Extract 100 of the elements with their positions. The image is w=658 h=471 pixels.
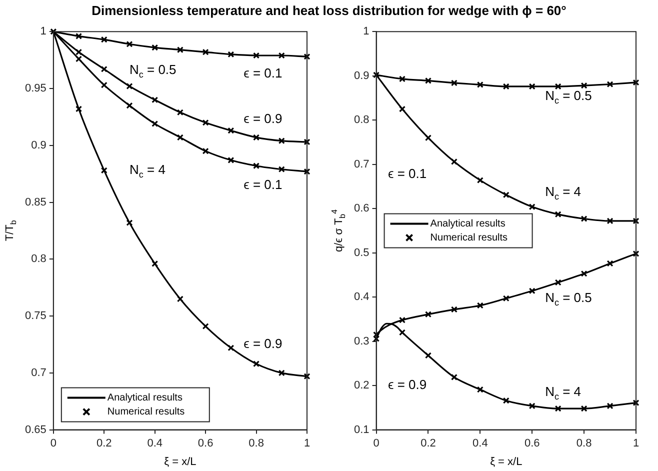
point [228,51,234,58]
point [424,134,432,142]
point [398,329,406,336]
y-tick-label: 0.7 [354,158,370,170]
point [75,32,82,40]
x-tick-label: 1 [632,437,640,450]
point [253,52,260,59]
point [75,106,82,112]
point [476,302,484,309]
point [528,402,536,410]
point [554,83,562,90]
legend-label: Numerical results [430,232,508,244]
point [176,296,184,302]
point [606,80,614,88]
point [476,176,484,184]
point [176,109,184,116]
x-tick-label: 1 [304,437,310,450]
point [580,215,588,222]
point [424,352,432,359]
point [398,76,406,82]
point [424,77,432,84]
point [450,374,458,380]
point [450,80,458,86]
annotation: ϵ = 0.9 [388,377,427,392]
x-axis-title: ξ = x/L [164,456,196,468]
point [554,211,562,218]
legend-label: Analytical results [107,392,182,404]
point [606,218,614,224]
point [253,360,260,368]
point [278,52,285,59]
y-tick-label: 0.5 [354,246,370,259]
point [126,102,133,109]
y-tick-label: 0.2 [354,380,370,392]
point [580,405,588,412]
x-tick-label: 0.4 [472,437,488,450]
point [278,370,285,376]
point [152,120,158,128]
x-tick-label: 0.2 [420,437,436,450]
point [528,288,536,294]
point [528,83,536,90]
x-tick-label: 0.4 [147,437,162,450]
point [476,81,484,88]
point [253,134,260,141]
y-tick-label: 0.85 [24,196,46,208]
point [606,260,614,267]
point [100,66,108,72]
point [176,46,184,54]
point [554,405,562,412]
point [202,119,209,126]
legend-label: Analytical results [430,218,506,230]
y-tick-label: 0.3 [354,335,370,348]
x-tick-label: 0.6 [198,437,214,450]
point [398,106,406,112]
point [228,344,234,352]
point [554,279,562,286]
point [476,386,484,393]
point [502,295,510,302]
point [528,204,536,210]
y-tick-label: 0.75 [24,310,46,322]
y-tick-label: 1 [40,26,46,38]
legend-label: Numerical results [107,406,185,418]
annotation: ϵ = 0.1 [388,166,427,182]
point [202,48,209,56]
point [176,134,184,141]
x-tick-label: 0.8 [248,437,264,450]
point [152,44,158,51]
y-tick-label: 0.7 [31,366,46,379]
point [126,219,133,226]
y-tick-label: 1 [363,26,370,38]
annotation: ϵ = 0.1 [244,176,282,192]
point [450,306,458,313]
annotation: ϵ = 0.1 [244,65,282,80]
y-tick-label: 0.1 [354,424,370,436]
point [253,162,260,170]
x-tick-label: 0.8 [576,437,592,450]
point [126,40,133,48]
x-axis-title: ξ = x/L [490,456,522,468]
y-tick-label: 0.95 [24,82,46,95]
y-axis-title: q/ϵ σ Tb4 [330,208,348,252]
point [152,260,158,267]
y-tick-label: 0.8 [354,114,370,126]
x-tick-label: 0.2 [96,437,112,450]
annotation: ϵ = 0.9 [244,110,282,126]
point [100,36,108,43]
point [126,82,133,90]
y-tick-label: 0.9 [31,139,46,152]
point [202,322,209,330]
point [580,270,588,277]
point [450,158,458,165]
point [502,397,510,404]
point [502,192,510,198]
y-tick-label: 0.65 [24,424,46,436]
y-tick-label: 0.6 [354,202,370,215]
x-tick-label: 0 [50,437,56,450]
point [100,82,108,88]
point [278,166,285,173]
point [202,148,209,154]
point [398,316,406,324]
point [278,138,285,144]
y-axis-title: T/Tb [4,220,18,242]
